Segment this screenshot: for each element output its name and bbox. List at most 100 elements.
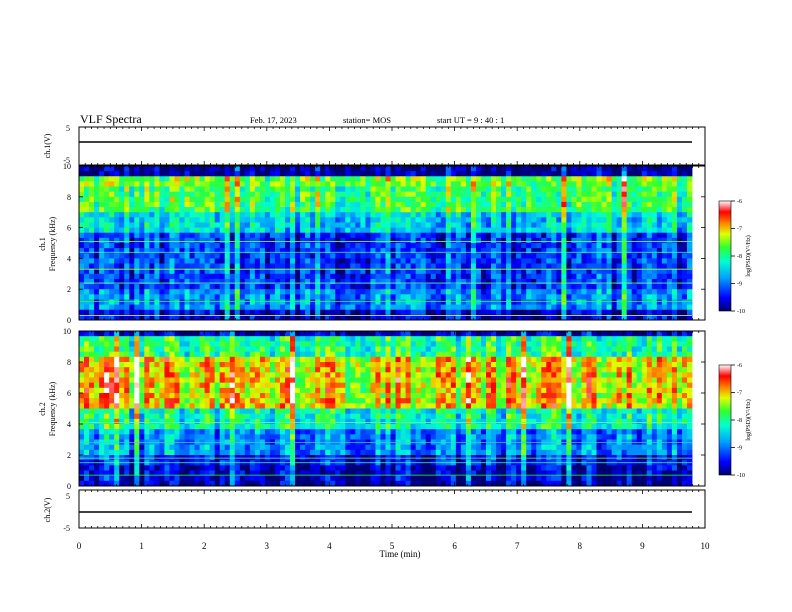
spectrogram-cell xyxy=(79,284,85,290)
spectrogram-cell xyxy=(400,377,406,384)
spectrogram-cell xyxy=(405,268,412,275)
spectrogram-cell xyxy=(184,186,190,193)
spectrogram-cell xyxy=(154,248,160,254)
spectrogram-cell xyxy=(445,201,452,208)
spectrogram-cell xyxy=(631,294,638,300)
spectrogram-cell xyxy=(606,207,612,213)
spectrogram-cell xyxy=(390,284,396,290)
spectrogram-cell xyxy=(350,222,356,228)
spectrogram-cell xyxy=(546,331,552,337)
spectrogram-cell xyxy=(465,243,472,249)
spectrogram-cell xyxy=(345,356,351,363)
spectrogram-cell xyxy=(269,207,276,213)
spectrogram-cell xyxy=(340,284,346,290)
spectrogram-cell xyxy=(415,346,422,353)
spectrogram-cell xyxy=(641,336,648,342)
spectrogram-cell xyxy=(566,207,572,213)
spectrogram-cell xyxy=(370,284,376,290)
spectrogram-cell xyxy=(485,331,492,337)
spectrogram-cell xyxy=(239,309,246,316)
spectrogram-cell xyxy=(410,258,417,264)
spectrogram-cell xyxy=(144,171,150,177)
spectrogram-cell xyxy=(385,356,391,363)
spectrogram-cell xyxy=(239,166,246,172)
spectrogram-cell xyxy=(345,263,351,270)
spectrogram-cell xyxy=(626,346,633,353)
spectrogram-cell xyxy=(455,299,462,305)
spectrogram-cell xyxy=(475,171,482,177)
spectrogram-cell xyxy=(234,294,241,300)
spectrogram-cell xyxy=(249,382,256,389)
spectrogram-cell xyxy=(229,181,236,187)
spectrogram-cell xyxy=(189,263,195,270)
spectrogram-cell xyxy=(154,289,160,295)
spectrogram-cell xyxy=(541,258,547,264)
spectrogram-cell xyxy=(616,217,623,223)
spectrogram-cell xyxy=(89,289,95,295)
spectrogram-cell xyxy=(671,309,678,316)
spectrogram-cell xyxy=(591,367,597,373)
spectrogram-cell xyxy=(315,181,321,187)
spectrogram-cell xyxy=(189,278,195,285)
spectrogram-cell xyxy=(616,176,623,182)
spectrogram-cell xyxy=(470,372,477,378)
spectrogram-cell xyxy=(154,299,160,305)
spectrogram-cell xyxy=(480,243,487,249)
spectrogram-cell xyxy=(370,201,376,208)
spectrogram-cell xyxy=(556,207,562,213)
spectrogram-cell xyxy=(129,222,135,228)
spectrogram-cell xyxy=(485,217,492,223)
spectrogram-cell xyxy=(89,181,95,187)
spectrogram-cell xyxy=(430,201,437,208)
spectrogram-cell xyxy=(365,196,371,203)
spectrogram-cell xyxy=(681,166,688,172)
spectrogram-cell xyxy=(671,248,678,254)
spectrogram-cell xyxy=(169,232,175,239)
spectrogram-cell xyxy=(149,289,155,295)
spectrogram-cell xyxy=(561,186,567,193)
spectrogram-cell xyxy=(541,346,547,353)
spectrogram-cell xyxy=(596,314,602,321)
spectrogram-cell xyxy=(566,289,572,295)
spectrogram-cell xyxy=(174,222,180,228)
spectrogram-cell xyxy=(596,377,602,384)
spectrogram-cell xyxy=(656,377,663,384)
spectrogram-cell xyxy=(566,294,572,300)
spectrogram-cell xyxy=(666,237,673,244)
spectrogram-cell xyxy=(676,181,683,187)
spectrogram-cell xyxy=(626,191,633,198)
spectrogram-cell xyxy=(254,351,261,358)
spectrogram-cell xyxy=(621,278,628,285)
spectrogram-cell xyxy=(114,356,120,363)
spectrogram-cell xyxy=(345,289,351,295)
spectrogram-cell xyxy=(596,309,602,316)
spectrogram-cell xyxy=(274,201,281,208)
spectrogram-cell xyxy=(325,351,331,358)
spectrogram-cell xyxy=(360,299,366,305)
spectrogram-cell xyxy=(285,314,291,321)
spectrogram-cell xyxy=(636,367,643,373)
spectrogram-cell xyxy=(300,304,306,311)
spectrogram-cell xyxy=(400,201,406,208)
spectrogram-cell xyxy=(209,289,216,295)
spectrogram-cell xyxy=(239,278,246,285)
spectrogram-cell xyxy=(380,382,386,389)
spectrogram-cell xyxy=(264,309,271,316)
spectrogram-cell xyxy=(581,243,587,249)
spectrogram-cell xyxy=(666,331,673,337)
spectrogram-cell xyxy=(445,284,452,290)
spectrogram-cell xyxy=(149,278,155,285)
spectrogram-cell xyxy=(445,304,452,311)
spectrogram-cell xyxy=(84,201,90,208)
spectrogram-cell xyxy=(104,237,110,244)
spectrogram-cell xyxy=(159,171,165,177)
spectrogram-cell xyxy=(274,248,281,254)
spectrogram-cell xyxy=(511,294,517,300)
spectrogram-cell xyxy=(526,341,532,347)
spectrogram-cell xyxy=(511,336,517,342)
spectrogram-cell xyxy=(365,176,371,182)
spectrogram-cell xyxy=(465,268,472,275)
spectrogram-cell xyxy=(164,222,170,228)
spectrogram-cell xyxy=(651,336,658,342)
spectrogram-cell xyxy=(661,243,668,249)
